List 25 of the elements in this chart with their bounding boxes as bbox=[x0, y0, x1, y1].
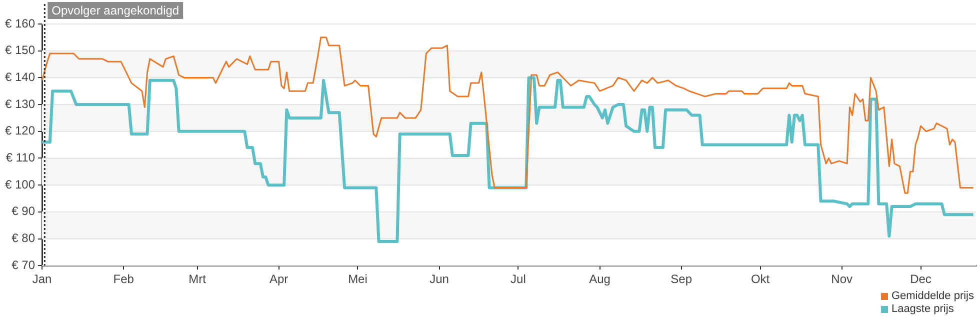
x-tick-label: Nov bbox=[831, 272, 852, 286]
y-tick-label: € 120 bbox=[5, 124, 36, 138]
y-tick-label: € 160 bbox=[5, 16, 36, 30]
x-tick-label: Mei bbox=[348, 272, 368, 286]
legend-label: Laagste prijs bbox=[891, 303, 954, 316]
x-tick-label: Okt bbox=[750, 272, 770, 286]
x-tick-label: Apr bbox=[269, 272, 288, 286]
y-tick-label: € 100 bbox=[5, 177, 36, 192]
x-tick-label: Sep bbox=[670, 272, 692, 286]
x-tick-label: Aug bbox=[589, 272, 610, 286]
legend-label: Gemiddelde prijs bbox=[891, 290, 974, 303]
y-tick-label: € 140 bbox=[5, 70, 36, 84]
y-tick-label: € 90 bbox=[12, 204, 36, 218]
y-tick-label: € 80 bbox=[12, 231, 36, 246]
y-tick-label: € 130 bbox=[5, 96, 36, 111]
x-tick-label: Jan bbox=[32, 272, 52, 286]
x-tick-label: Jul bbox=[510, 272, 526, 286]
x-tick-label: Mrt bbox=[188, 272, 207, 286]
x-tick-label: Jun bbox=[430, 272, 449, 286]
x-tick-label: Feb bbox=[113, 272, 134, 286]
ref-line-label: Opvolger aangekondigd bbox=[52, 3, 180, 18]
y-tick-label: € 150 bbox=[5, 43, 36, 58]
x-tick-label: Dec bbox=[910, 272, 932, 286]
y-tick-label: € 110 bbox=[6, 150, 36, 165]
y-tick-label: € 70 bbox=[12, 258, 36, 272]
